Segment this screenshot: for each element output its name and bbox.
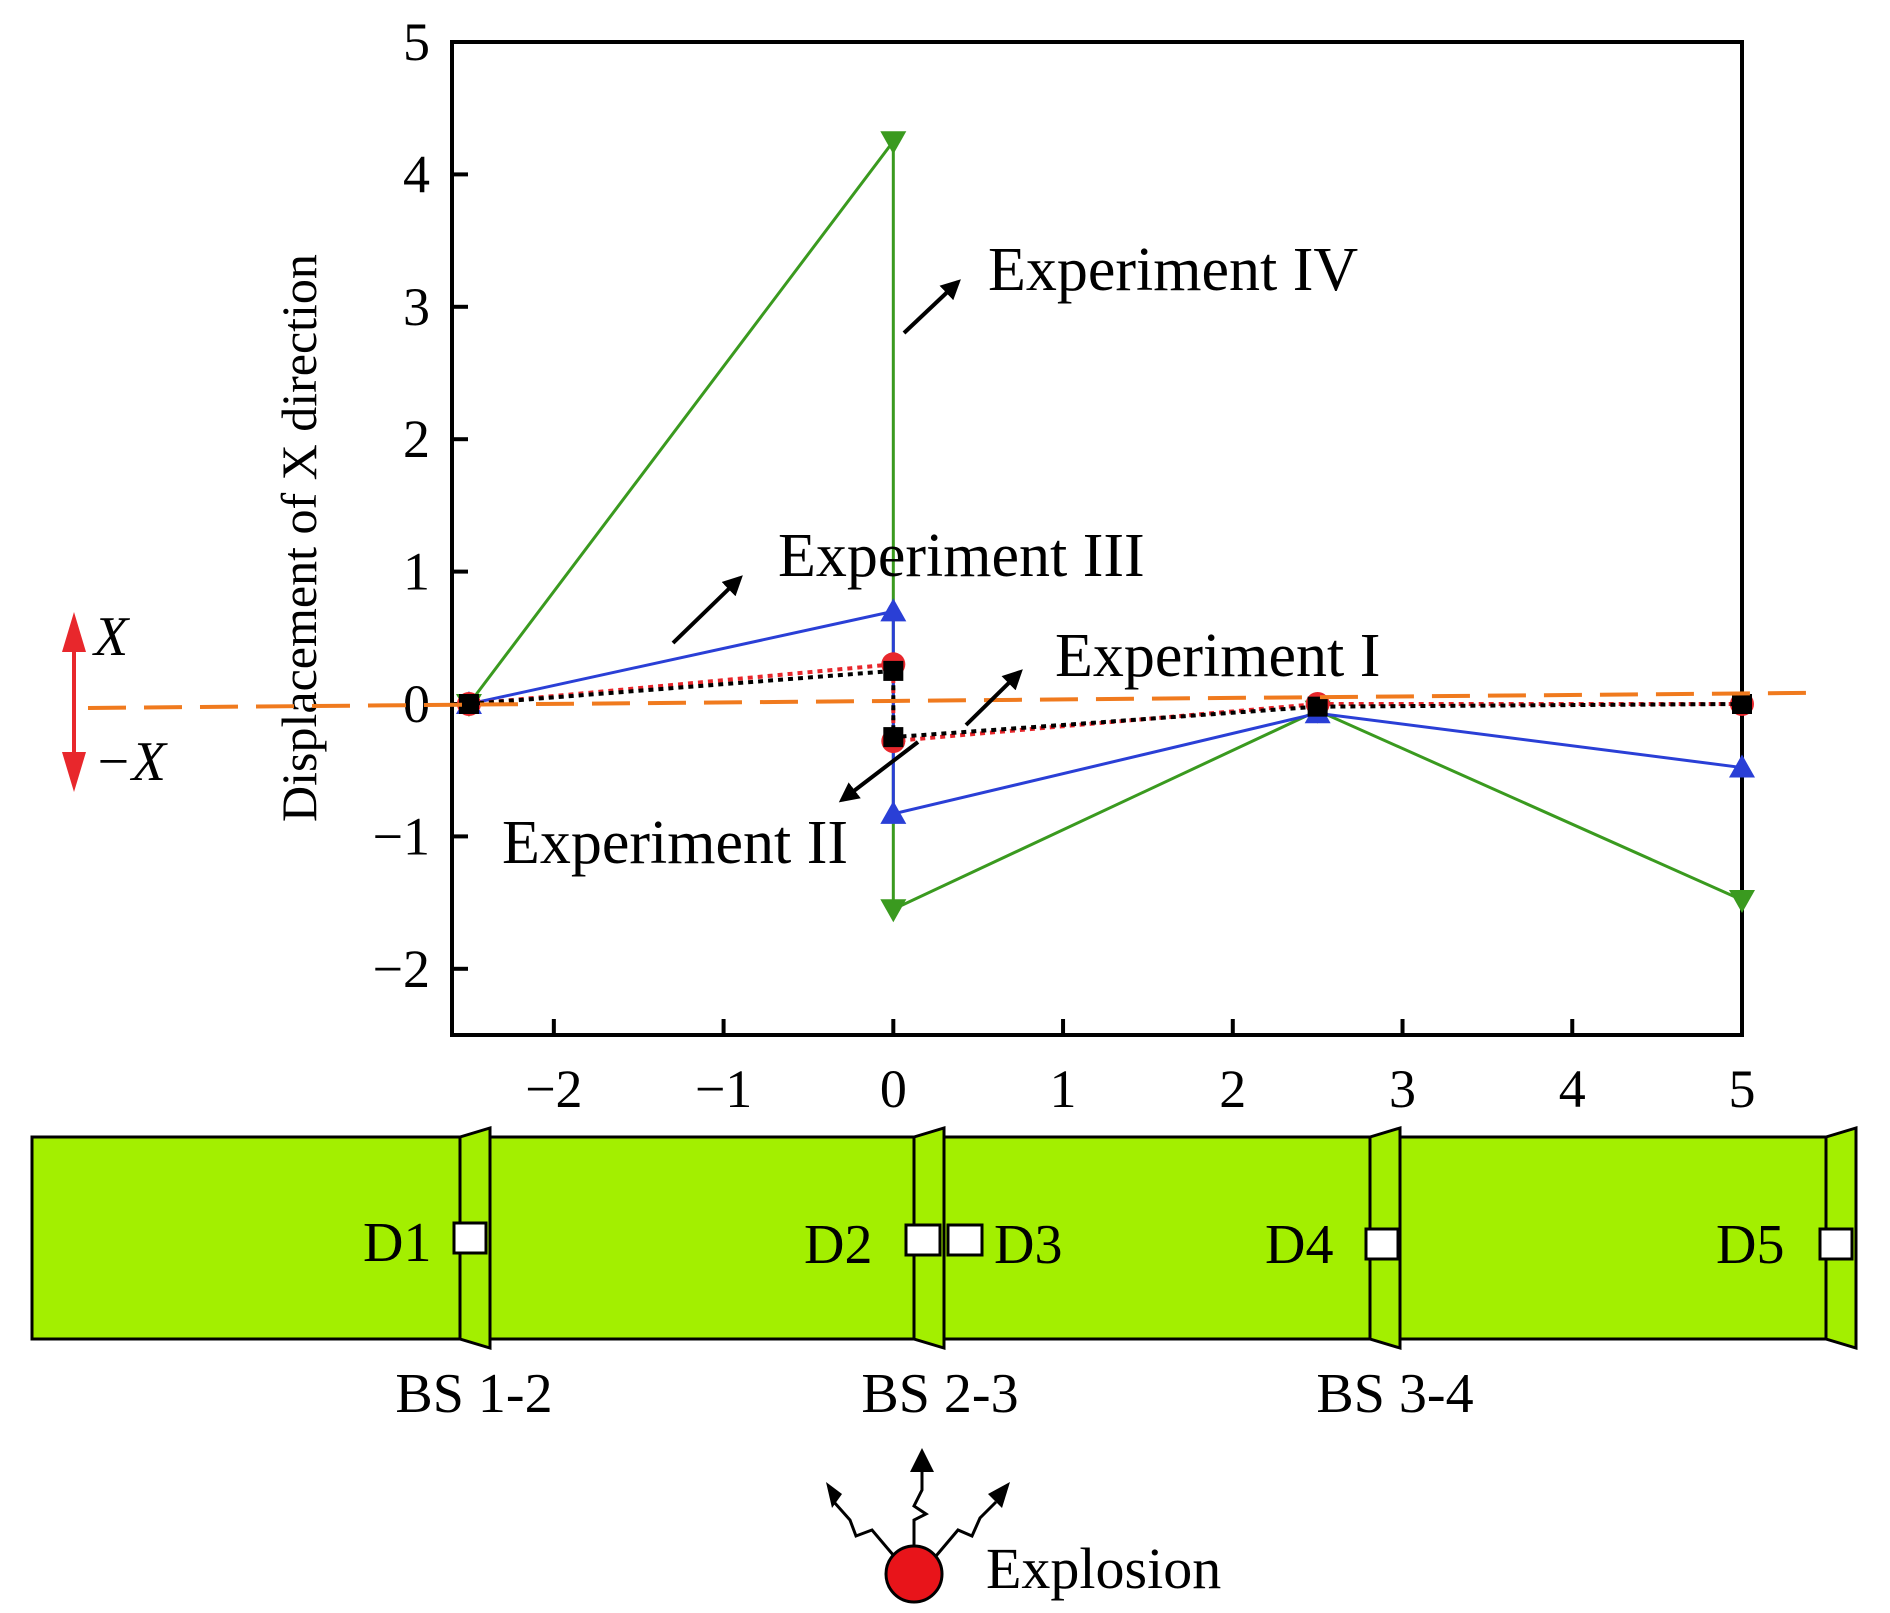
shock-arrow-up [912,1468,929,1546]
reference-dashed-line [87,690,1821,710]
x-tick-label: 0 [880,1059,907,1119]
data-point-experiment-iv [880,131,907,155]
series-layer [455,131,1755,923]
x-tick-label: 5 [1729,1059,1756,1119]
arrow-experiment-ii [838,740,920,803]
y-tick-label: −1 [373,806,430,866]
x-tick-label: 3 [1389,1059,1416,1119]
detector-d4-box [1364,1227,1400,1261]
annotation-experiment-ii: Experiment II [502,809,848,877]
y-tick-label: 1 [403,542,430,602]
y-tick-label: 3 [403,277,430,337]
explosion-label: Explosion [986,1536,1221,1601]
bs-3-4-label: BS 3-4 [1316,1363,1473,1425]
data-point-experiment-iv [1729,889,1755,913]
shock-arrow-left [832,1501,896,1557]
x-ticks: −2 −1 0 1 2 3 4 5 [525,1019,1756,1119]
arrow-experiment-iv [902,279,961,335]
data-point-experiment-i [458,694,479,714]
lining-segments: D1 D2 D3 D4 D5 BS 1-2 BS 2-3 BS 3-4 [30,1125,1858,1425]
y-tick-label: 5 [403,12,430,72]
explosion-marker: Explosion [826,1448,1221,1604]
detector-d5-label: D5 [1716,1214,1784,1276]
y-tick-label: −2 [373,939,430,999]
direction-negative-label: −X [94,731,169,793]
segment-3 [942,1135,1402,1341]
data-point-experiment-iii [1729,754,1755,778]
x-tick-label: 4 [1559,1059,1586,1119]
x-tick-label: −1 [695,1059,752,1119]
arrow-experiment-iii [671,575,743,645]
data-point-experiment-i [1307,696,1328,717]
y-tick-label: 2 [403,409,430,469]
annotation-experiment-i: Experiment I [1055,622,1380,690]
data-point-experiment-iii [880,800,907,824]
annotation-experiment-iv: Experiment IV [988,236,1358,304]
x-tick-label: 1 [1050,1059,1077,1119]
direction-indicator: X −X [62,606,169,793]
detector-d1-label: D1 [363,1212,431,1274]
segment-4 [1398,1135,1858,1341]
y-tick-label: 4 [403,144,430,204]
data-point-experiment-i [883,660,904,681]
series-experiment-i [458,660,1752,748]
data-point-experiment-i [1732,694,1752,714]
data-point-experiment-iii [880,598,907,622]
plot-frame [450,40,1744,1037]
bs-1-2-label: BS 1-2 [395,1363,552,1425]
arrow-down-icon [62,752,86,792]
annotation-experiment-iii: Experiment III [778,522,1145,590]
x-tick-label: 2 [1219,1059,1246,1119]
detector-d3-label: D3 [994,1214,1062,1276]
data-point-experiment-i [883,727,904,748]
bs-2-3-label: BS 2-3 [861,1363,1018,1425]
segment-2 [488,1135,946,1341]
segment-1 [30,1135,492,1341]
x-tick-label: −2 [525,1059,582,1119]
detector-d4-label: D4 [1265,1214,1333,1276]
detector-d1-box [452,1221,488,1255]
arrow-up-icon [62,612,86,652]
detector-d2-box [904,1223,942,1257]
detector-d2-label: D2 [804,1214,872,1276]
direction-positive-label: X [92,606,131,668]
detector-d5-box [1818,1227,1854,1261]
detector-d3-box [946,1223,984,1257]
y-axis-title: Displacement of X direction [271,254,327,822]
shock-arrow-right [934,1500,998,1557]
arrow-experiment-i [964,669,1023,727]
data-point-experiment-iv [880,899,907,923]
